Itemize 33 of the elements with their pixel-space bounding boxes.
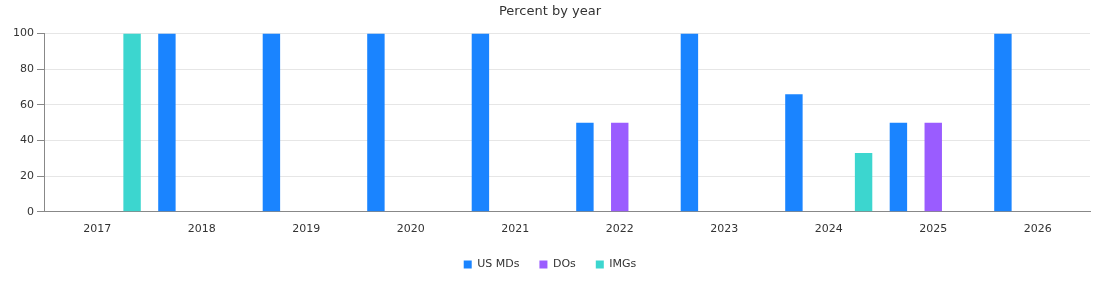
y-tick-label: 60 <box>20 97 34 111</box>
bar <box>123 33 141 212</box>
x-tick-label: 2022 <box>605 222 634 236</box>
bar <box>994 33 1012 212</box>
y-tick-label: 20 <box>20 169 34 183</box>
bar <box>471 33 490 212</box>
y-tick-label: 80 <box>20 62 34 76</box>
x-tick-label: 2023 <box>710 222 739 236</box>
x-tick-label: 2026 <box>1023 222 1052 236</box>
x-tick-label: 2019 <box>292 222 321 236</box>
bar <box>680 33 699 212</box>
y-tick-label: 40 <box>20 133 34 147</box>
y-tick-label: 0 <box>27 204 34 218</box>
bar <box>924 122 942 212</box>
x-tick-label: 2025 <box>919 222 948 236</box>
x-tick-label: 2024 <box>814 222 843 236</box>
x-tick-label: 2017 <box>83 222 112 236</box>
bar <box>785 94 803 212</box>
x-tick-label: 2018 <box>187 222 216 236</box>
bar <box>611 122 629 212</box>
bar <box>889 122 908 212</box>
y-tick-label: 100 <box>13 26 34 40</box>
bar <box>854 152 873 212</box>
bar <box>576 122 594 212</box>
bar <box>158 33 176 212</box>
legend-label: DOs <box>552 257 577 271</box>
bar <box>262 33 281 212</box>
legend-label: IMGs <box>609 257 637 271</box>
legend-label: US MDs <box>477 257 520 271</box>
x-tick-label: 2020 <box>396 222 425 236</box>
chart-title: Percent by year <box>498 3 602 19</box>
x-tick-label: 2021 <box>501 222 530 236</box>
bar <box>367 33 385 212</box>
